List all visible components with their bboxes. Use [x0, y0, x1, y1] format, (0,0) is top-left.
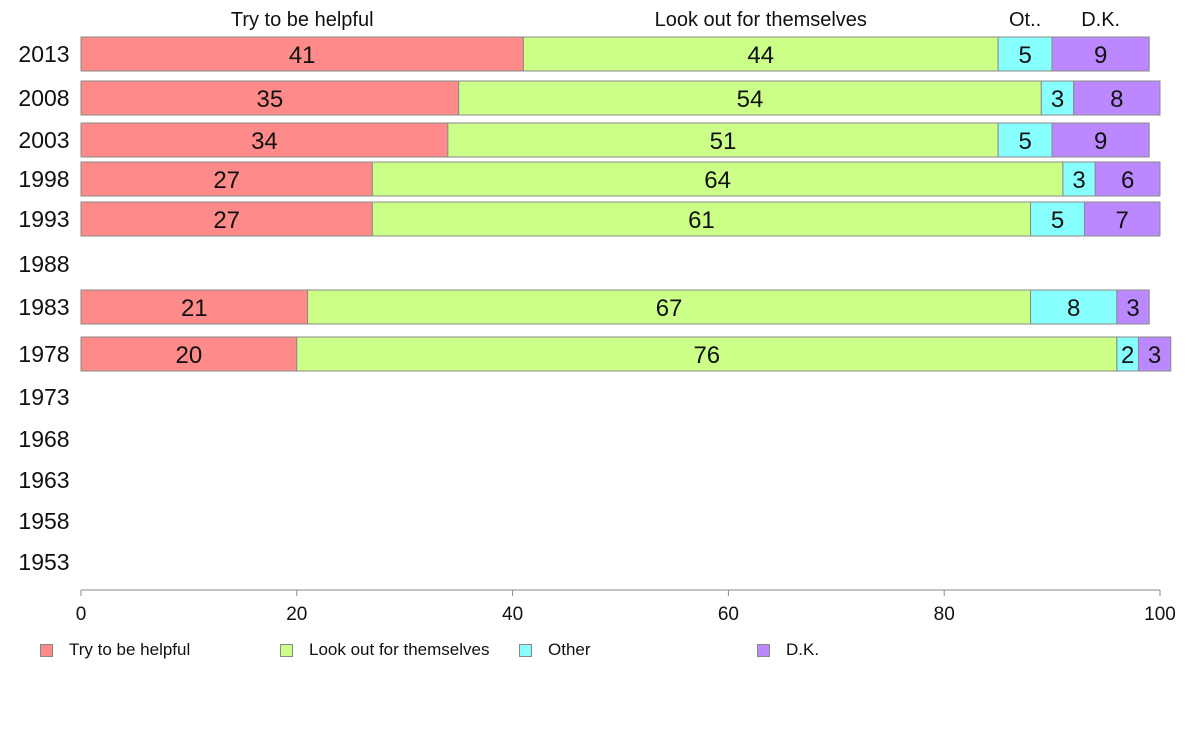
data-label: 7 — [1116, 207, 1129, 234]
data-label: 27 — [213, 207, 240, 234]
legend-label: Look out for themselves — [309, 640, 490, 659]
bar-segment — [307, 289, 1032, 325]
data-label: 51 — [710, 128, 737, 155]
data-label: 5 — [1018, 128, 1031, 155]
year-label: 1988 — [18, 251, 69, 277]
bar-segment — [1030, 289, 1118, 325]
bar-segment — [458, 80, 1042, 116]
year-label: 1978 — [18, 341, 69, 367]
data-label: 21 — [181, 295, 208, 322]
bar-segment — [522, 36, 999, 72]
bar-segment — [447, 122, 999, 158]
x-tick-label: 60 — [718, 604, 739, 625]
data-label: 3 — [1126, 295, 1139, 322]
legend: Try to be helpful Look out for themselves… — [0, 640, 1188, 670]
x-tick-label: 0 — [76, 604, 87, 625]
data-label: 54 — [737, 86, 764, 113]
bar-segment — [1030, 201, 1085, 237]
data-label: 3 — [1051, 86, 1064, 113]
year-label: 1983 — [18, 294, 69, 320]
legend-label: Other — [548, 640, 591, 659]
year-label: 1973 — [18, 384, 69, 410]
data-label: 27 — [213, 167, 240, 194]
year-label: 2013 — [18, 41, 69, 67]
year-label: 1968 — [18, 426, 69, 452]
data-label: 44 — [747, 42, 774, 69]
year-label: 2003 — [18, 127, 69, 153]
year-label: 1963 — [18, 467, 69, 493]
year-label: 1993 — [18, 206, 69, 232]
bar-segment — [1073, 80, 1161, 116]
data-label: 76 — [693, 342, 720, 369]
legend-swatch — [757, 643, 770, 657]
bar-segment — [1137, 336, 1172, 372]
data-label: 9 — [1094, 42, 1107, 69]
year-label: 1953 — [18, 549, 69, 575]
data-label: 3 — [1148, 342, 1161, 369]
x-axis: 0 20 40 60 80 100 — [76, 589, 1176, 625]
data-label: 20 — [176, 342, 203, 369]
data-label: 3 — [1072, 167, 1085, 194]
stacked-bar-chart: Try to be helpful Look out for themselves… — [18, 9, 1176, 625]
bars: 41 44 5 9 35 54 3 8 34 51 5 9 27 64 3 6 27 61 5 7 21 67 8 3 20 76… — [80, 36, 1172, 372]
bar-segment — [80, 36, 524, 72]
top-label: D.K. — [1081, 9, 1120, 31]
top-label: Try to be helpful — [231, 9, 374, 31]
bar-segment — [1040, 80, 1075, 116]
bar-segment — [80, 122, 449, 158]
x-tick-label: 20 — [286, 604, 307, 625]
legend-label: D.K. — [786, 640, 820, 659]
bar-segment — [80, 336, 298, 372]
data-label: 5 — [1018, 42, 1031, 69]
year-labels: 2013 2008 2003 1998 1993 1988 1983 1978 1973 1968… — [18, 41, 69, 575]
legend-item: Look out for themselves — [280, 640, 489, 660]
legend-item: Try to be helpful — [40, 640, 190, 660]
top-label: Look out for themselves — [655, 9, 867, 31]
year-label: 1998 — [18, 166, 69, 192]
legend-swatch — [519, 643, 532, 657]
bar-segment — [997, 36, 1053, 72]
data-label: 6 — [1121, 167, 1134, 194]
bar-segment — [80, 80, 460, 116]
legend-swatch — [280, 643, 293, 657]
data-label: 41 — [289, 42, 316, 69]
legend-label: Try to be helpful — [69, 640, 191, 659]
data-label: 8 — [1110, 86, 1123, 113]
year-label: 1958 — [18, 508, 69, 534]
top-labels: Try to be helpful Look out for themselves… — [231, 9, 1120, 31]
legend-swatch — [40, 643, 53, 657]
x-tick-label: 100 — [1144, 604, 1176, 625]
bar-segment — [371, 201, 1032, 237]
bar-segment — [80, 161, 373, 197]
data-label: 8 — [1067, 295, 1080, 322]
legend-item: D.K. — [757, 640, 819, 660]
legend-item: Other — [519, 640, 591, 660]
data-label: 64 — [704, 167, 731, 194]
x-tick-label: 80 — [934, 604, 955, 625]
data-label: 2 — [1121, 342, 1134, 369]
data-label: 5 — [1051, 207, 1064, 234]
data-label: 9 — [1094, 128, 1107, 155]
bar-segment — [1116, 289, 1150, 325]
data-label: 61 — [688, 207, 715, 234]
bar-segment — [1051, 122, 1150, 158]
bar-segment — [1051, 36, 1150, 72]
bar-segment — [1083, 201, 1161, 237]
data-label: 34 — [251, 128, 278, 155]
data-label: 67 — [656, 295, 683, 322]
year-label: 2008 — [18, 85, 69, 111]
top-label: Ot.. — [1009, 9, 1041, 31]
bar-segment — [1094, 161, 1161, 197]
bar-segment — [80, 201, 373, 237]
bar-segment — [80, 289, 309, 325]
x-tick-label: 40 — [502, 604, 523, 625]
bar-segment — [371, 161, 1064, 197]
data-label: 35 — [256, 86, 283, 113]
